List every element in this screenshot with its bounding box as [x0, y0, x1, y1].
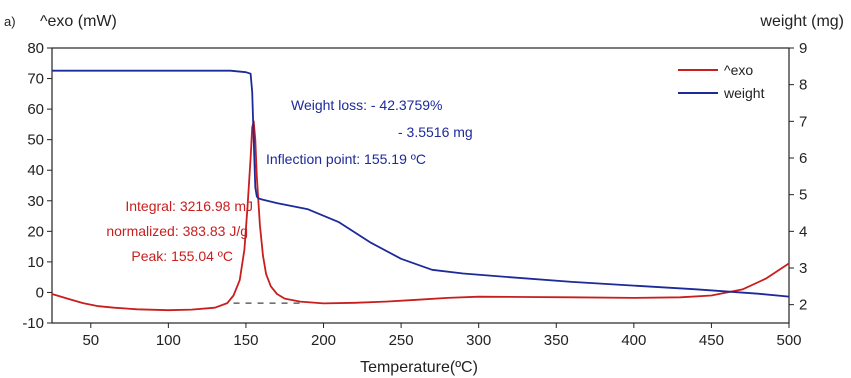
right-y-tick-label: 8	[799, 77, 807, 94]
legend-label-weight: weight	[723, 85, 765, 101]
left-y-tick-label: 60	[27, 101, 44, 118]
x-tick-label: 50	[82, 332, 99, 349]
weight-series-line	[52, 69, 790, 298]
right-y-tick-label: 9	[799, 40, 807, 57]
x-tick-label: 300	[466, 332, 491, 349]
left-y-tick-label: -10	[22, 315, 44, 332]
right-y-tick-label: 7	[799, 113, 807, 130]
right-y-tick-label: 3	[799, 260, 807, 277]
peak-label: Peak: 155.04 ºC	[131, 248, 233, 264]
x-tick-label: 400	[621, 332, 646, 349]
series-layer	[51, 69, 790, 312]
x-tick-label: 450	[699, 332, 724, 349]
exo-series-line	[51, 120, 790, 312]
left-y-tick-label: 10	[27, 254, 44, 271]
x-tick-label: 200	[311, 332, 336, 349]
right-y-tick-label: 4	[799, 223, 807, 240]
x-tick-label: 250	[389, 332, 414, 349]
left-y-tick-label: 80	[27, 40, 44, 57]
panel-label: a)	[4, 14, 16, 29]
inflection-point-label: Inflection point: 155.19 ºC	[266, 151, 426, 167]
left-y-tick-label: 20	[27, 223, 44, 240]
plot-border	[51, 47, 790, 324]
plot-frame	[51, 47, 790, 324]
x-axis-title: Temperature(ºC)	[360, 359, 478, 376]
right-axis-title: weight (mg)	[759, 13, 844, 30]
left-y-tick-label: 70	[27, 71, 44, 88]
right-y-tick-label: 5	[799, 187, 807, 204]
legend: ^exo weight	[678, 62, 765, 101]
x-tick-label: 350	[544, 332, 569, 349]
x-tick-label: 100	[156, 332, 181, 349]
left-y-tick-label: 40	[27, 162, 44, 179]
axis-ticks: 50 100 150 200 250 300 350 400 450 500-1001020304…	[22, 40, 807, 349]
x-tick-label: 150	[233, 332, 258, 349]
left-y-tick-label: 30	[27, 193, 44, 210]
weight-loss-mg-label: - 3.5516 mg	[398, 124, 473, 140]
left-y-tick-label: 0	[36, 284, 44, 301]
integral-label: Integral: 3216.98 mJ	[125, 198, 253, 214]
right-y-tick-label: 2	[799, 297, 807, 314]
normalized-label: normalized: 383.83 J/g	[106, 223, 248, 239]
right-y-tick-label: 6	[799, 150, 807, 167]
weight-loss-percent-label: Weight loss: - 42.3759%	[291, 97, 443, 113]
left-axis-title: ^exo (mW)	[40, 13, 117, 30]
legend-label-exo: ^exo	[724, 62, 753, 78]
left-y-tick-label: 50	[27, 132, 44, 149]
x-tick-label: 500	[776, 332, 801, 349]
